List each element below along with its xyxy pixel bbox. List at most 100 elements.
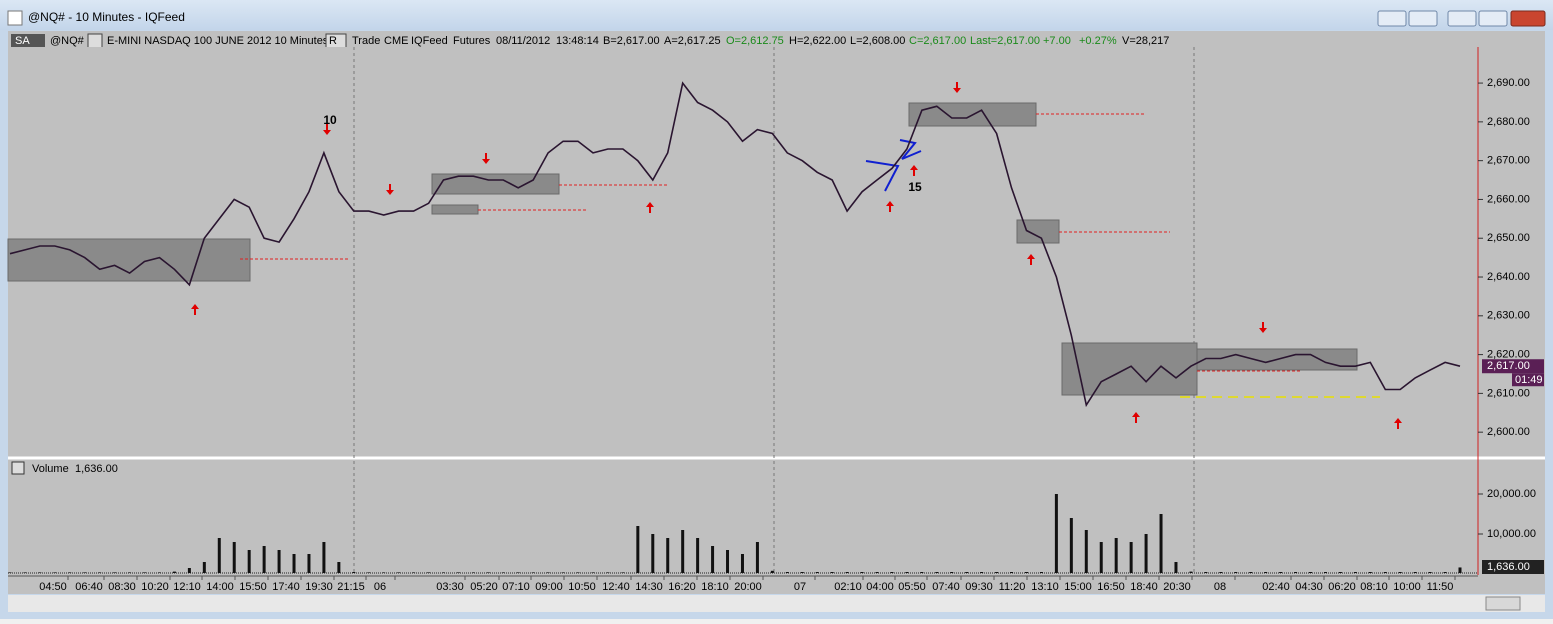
volume-bar	[456, 572, 460, 573]
toolbar-field: Futures	[453, 35, 491, 47]
volume-bar	[247, 550, 251, 573]
x-tick-label: 07	[794, 581, 806, 593]
y-tick-label: 2,640.00	[1487, 271, 1530, 283]
y-tick-label: 2,610.00	[1487, 387, 1530, 399]
maximize-button[interactable]	[1478, 10, 1508, 27]
restore-button[interactable]	[1377, 10, 1407, 27]
annotation: 15	[908, 180, 922, 194]
volume-bar	[875, 572, 879, 573]
volume-bar	[1189, 571, 1193, 573]
x-tick-label: 17:40	[272, 581, 300, 593]
volume-bar	[68, 572, 72, 573]
x-tick-label: 18:40	[1130, 581, 1158, 593]
x-tick-label: 07:40	[932, 581, 960, 593]
toolbar-field: +0.27%	[1079, 35, 1117, 47]
volume-bar	[277, 550, 281, 573]
y-tick-label: 2,620.00	[1487, 349, 1530, 361]
x-tick-label: 07:10	[502, 581, 530, 593]
volume-bar	[696, 538, 700, 573]
volume-bar	[1443, 572, 1447, 573]
toolbar-field: V=28,217	[1122, 35, 1169, 47]
signal-arrows	[191, 82, 1402, 429]
volume-bar	[262, 546, 266, 573]
scrollbar[interactable]	[8, 595, 1545, 612]
minimize-button[interactable]	[1447, 10, 1477, 27]
y-tick-label: 2,600.00	[1487, 426, 1530, 438]
x-tick-label: 13:10	[1031, 581, 1059, 593]
x-tick-label: 21:15	[337, 581, 365, 593]
title-bar	[0, 0, 1553, 30]
volume-bar	[1458, 567, 1462, 573]
x-tick-label: 12:10	[173, 581, 201, 593]
toolbar-field: A=2,617.25	[664, 35, 721, 47]
x-tick-label: 02:40	[1262, 581, 1290, 593]
signal-arrow	[1394, 418, 1402, 429]
symbol-box[interactable]	[11, 34, 45, 48]
app-icon	[7, 10, 23, 26]
volume-bar	[8, 572, 12, 573]
toolbar-field: +7.00	[1043, 35, 1071, 47]
volume-bar	[785, 572, 789, 573]
x-tick-label: 08:30	[108, 581, 136, 593]
volume-bar	[128, 572, 132, 573]
volume-bar	[1114, 538, 1118, 573]
volume-close-box[interactable]	[11, 461, 25, 475]
value-areas	[7, 102, 1358, 396]
volume-bar	[113, 572, 117, 573]
volume-bar	[950, 572, 954, 573]
x-tick-label: 16:50	[1097, 581, 1125, 593]
y-tick-label: 20,000.00	[1487, 488, 1536, 500]
signal-arrow	[886, 201, 894, 212]
volume-bar	[726, 550, 730, 573]
volume-bar	[1338, 572, 1342, 573]
volume-bar	[1099, 542, 1103, 573]
window-buttons	[1377, 10, 1546, 27]
volume-bar	[1309, 572, 1313, 573]
volume-bar	[23, 572, 27, 573]
close-button[interactable]	[1510, 10, 1546, 27]
volume-bar	[486, 572, 490, 573]
last-price-tag	[1482, 359, 1544, 374]
volume-bar	[815, 572, 819, 573]
volume-bar	[1010, 572, 1014, 573]
level-lines	[240, 113, 1300, 372]
volume-bar	[845, 572, 849, 573]
volume-bar	[1368, 572, 1372, 573]
x-tick-label: 04:50	[39, 581, 67, 593]
triangle	[865, 160, 900, 192]
value-area	[431, 173, 560, 195]
x-tick-label: 10:00	[1393, 581, 1421, 593]
volume-bar	[1294, 572, 1298, 573]
layout-button[interactable]	[1408, 10, 1438, 27]
volume-bar	[561, 572, 565, 573]
volume-bar	[890, 572, 894, 573]
volume-bar	[1428, 572, 1432, 573]
y-tick-label: 10,000.00	[1487, 528, 1536, 540]
r-box-text: R	[329, 35, 337, 47]
x-tick-label: 12:40	[602, 581, 630, 593]
description: E-MINI NASDAQ 100 JUNE 2012 10 Minutes	[107, 35, 329, 47]
x-tick-label: 19:30	[305, 581, 333, 593]
x-tick-label: 08:10	[1360, 581, 1388, 593]
volume-bar	[202, 562, 206, 573]
volume-tag	[1482, 560, 1544, 574]
volume-bar	[367, 572, 371, 573]
scroll-thumb[interactable]	[1485, 596, 1521, 611]
volume-bar	[980, 572, 984, 573]
signal-arrow	[1027, 254, 1035, 265]
toolbar-field: Trade	[352, 35, 380, 47]
volume-bar	[352, 572, 356, 573]
window-title: @NQ# - 10 Minutes - IQFeed	[28, 10, 185, 24]
interval-box[interactable]	[87, 33, 103, 49]
volume-bar	[307, 554, 311, 573]
x-tick-label: 16:20	[668, 581, 696, 593]
volume-bar	[501, 572, 505, 573]
volume-title-value: 1,636.00	[75, 463, 118, 475]
day-separators	[353, 47, 1195, 575]
symbol: @NQ#	[50, 35, 85, 47]
toolbar-fields: Trade CME IQFeed Futures 08/11/2012 13:48:14 B…	[352, 35, 1169, 47]
x-tick-label: 04:00	[866, 581, 894, 593]
x-tick-label: 11:20	[999, 581, 1026, 593]
x-tick-label: 09:30	[965, 581, 993, 593]
